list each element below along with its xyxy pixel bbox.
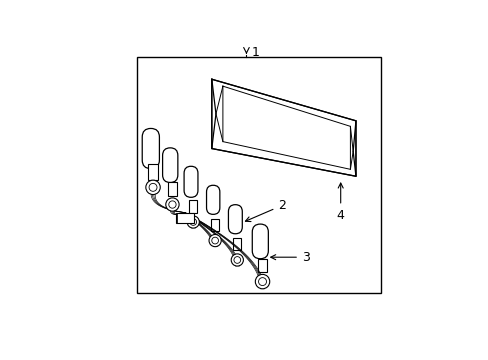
Circle shape bbox=[145, 180, 160, 194]
Circle shape bbox=[149, 183, 157, 191]
Polygon shape bbox=[211, 79, 355, 176]
Circle shape bbox=[231, 254, 243, 266]
Bar bbox=[211, 219, 219, 231]
Circle shape bbox=[168, 201, 176, 208]
Text: 4: 4 bbox=[336, 183, 344, 221]
Text: 1: 1 bbox=[251, 46, 259, 59]
Bar bbox=[233, 238, 241, 250]
Circle shape bbox=[208, 234, 221, 247]
Bar bbox=[168, 182, 176, 196]
Circle shape bbox=[233, 257, 240, 263]
Bar bbox=[137, 57, 380, 293]
FancyBboxPatch shape bbox=[142, 129, 159, 168]
FancyBboxPatch shape bbox=[206, 185, 220, 214]
Bar bbox=[148, 165, 158, 180]
Bar bbox=[175, 212, 193, 223]
FancyBboxPatch shape bbox=[252, 224, 268, 259]
Text: 2: 2 bbox=[245, 199, 285, 221]
Circle shape bbox=[258, 278, 266, 285]
Circle shape bbox=[165, 198, 179, 211]
FancyBboxPatch shape bbox=[163, 148, 178, 183]
FancyBboxPatch shape bbox=[228, 205, 242, 234]
Circle shape bbox=[255, 274, 269, 289]
Bar bbox=[189, 200, 197, 212]
Circle shape bbox=[189, 219, 196, 225]
Circle shape bbox=[187, 216, 199, 228]
FancyBboxPatch shape bbox=[183, 166, 198, 197]
Circle shape bbox=[211, 237, 218, 244]
Bar bbox=[257, 258, 267, 273]
Text: 3: 3 bbox=[270, 251, 309, 264]
